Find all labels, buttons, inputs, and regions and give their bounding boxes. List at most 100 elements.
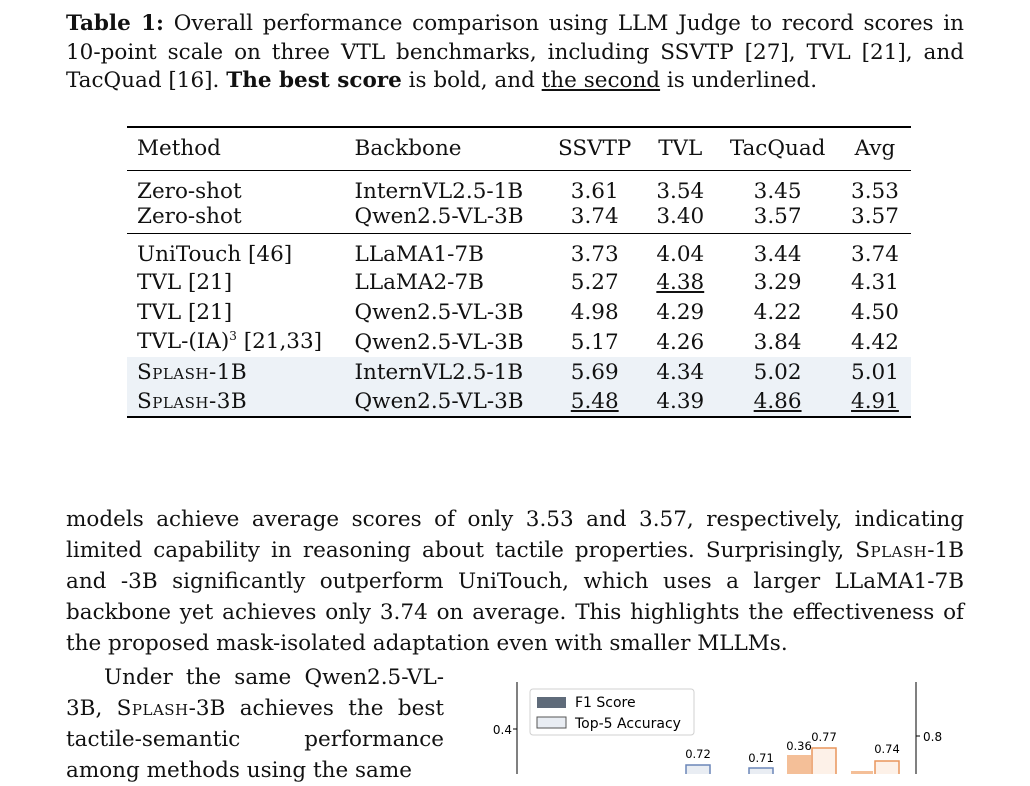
cell-backbone: LLaMA1-7B — [354, 242, 484, 267]
cell-tacquad: 4.22 — [753, 299, 802, 325]
table-row: UniTouch [46] LLaMA1-7B 3.73 4.04 3.44 3… — [127, 234, 911, 267]
bar-f1 — [851, 771, 873, 774]
cell-tvl: 4.29 — [656, 299, 705, 325]
cell-method: UniTouch [46] — [137, 242, 293, 267]
cell-ssvtp: 3.61 — [570, 178, 619, 204]
cell-avg-second: 4.91 — [838, 387, 911, 418]
cell-backbone: Qwen2.5-VL-3B — [354, 329, 524, 355]
cell-ssvtp: 3.73 — [570, 242, 619, 267]
legend-f1-label: F1 Score — [575, 695, 636, 711]
bar-value-label: 0.36 — [786, 739, 812, 753]
method-name: TVL-(IA) — [137, 329, 230, 355]
method-reference: [21,33] — [236, 329, 323, 355]
cell-backbone: Qwen2.5-VL-3B — [344, 203, 546, 234]
table-row: TVL [21] LLaMA2-7B 5.27 4.38 3.29 4.31 — [127, 267, 911, 297]
cell-tacquad-second: 4.86 — [716, 387, 839, 418]
caption-best-note: The best score — [226, 68, 402, 93]
cell-avg: 4.31 — [851, 269, 899, 295]
caption-second-note: the second — [541, 68, 661, 93]
cell-method: TVL [21] — [137, 269, 233, 295]
legend-top5-swatch — [536, 716, 567, 729]
left-tick-label: 0.4 — [493, 723, 512, 737]
table-row-highlighted: Splash-1B InternVL2.5-1B 5.69 4.34 5.02 … — [127, 357, 911, 387]
header-backbone: Backbone — [344, 126, 546, 171]
table-row-highlighted: Splash-3B Qwen2.5-VL-3B 5.48 4.39 4.86 4… — [127, 387, 911, 418]
header-ssvtp: SSVTP — [545, 126, 645, 171]
body-paragraph-1: models achieve average scores of only 3.… — [66, 504, 964, 659]
cell-method: Splash-1B — [137, 359, 248, 385]
cell-ssvtp-best: 5.69 — [570, 359, 619, 385]
cell-tvl: 3.40 — [644, 203, 717, 234]
cell-ssvtp: 5.17 — [570, 329, 619, 355]
paragraph-text: Under the same Qwen2.5-VL-3B, — [66, 665, 444, 721]
header-tacquad: TacQuad — [716, 126, 839, 171]
header-tvl: TVL — [644, 126, 717, 171]
cell-tacquad: 3.84 — [753, 329, 802, 355]
results-table: Method Backbone SSVTP TVL TacQuad Avg Ze… — [127, 126, 911, 418]
cell-tacquad: 3.57 — [716, 203, 839, 234]
cell-avg: 4.50 — [851, 299, 899, 325]
cell-backbone: LLaMA2-7B — [354, 269, 484, 295]
cell-backbone: InternVL2.5-1B — [354, 359, 524, 385]
cell-avg: 4.42 — [851, 329, 899, 355]
table-row: Zero-shot InternVL2.5-1B 3.61 3.54 3.45 … — [127, 170, 911, 204]
header-avg: Avg — [838, 126, 911, 171]
cell-tvl: 4.04 — [656, 242, 705, 267]
cell-tvl-second: 4.38 — [656, 269, 705, 295]
table-row: TVL [21] Qwen2.5-VL-3B 4.98 4.29 4.22 4.… — [127, 297, 911, 327]
method-superscript: 3 — [229, 329, 237, 344]
bar-value-label: 0.74 — [874, 742, 900, 756]
bar-top5 — [748, 767, 774, 774]
cell-backbone: InternVL2.5-1B — [354, 178, 524, 204]
cell-method: Zero-shot — [127, 203, 345, 234]
caption-label: Table 1: — [66, 11, 164, 36]
legend-top5-label: Top-5 Accuracy — [574, 716, 681, 732]
cell-ssvtp: 3.74 — [545, 203, 645, 234]
bar-top5 — [874, 760, 900, 774]
cell-tvl: 3.54 — [656, 178, 705, 204]
paragraph-text: -1B and -3B significantly outperform Uni… — [66, 538, 964, 656]
cell-tacquad: 3.44 — [753, 242, 802, 267]
bar-chart-figure: 0.4 0.8 F1 Score Top-5 Accuracy 0.72 0.7… — [486, 682, 966, 774]
caption-text-2: is bold, and — [401, 68, 542, 93]
cell-method: TVL [21] — [137, 299, 233, 325]
cell-tvl: 4.26 — [656, 329, 705, 355]
body-paragraph-2: Under the same Qwen2.5-VL-3B, Splash-3B … — [66, 662, 444, 786]
cell-method: TVL-(IA)3 [21,33] — [127, 327, 345, 357]
bar-top5 — [685, 764, 711, 774]
model-name: Splash — [116, 696, 189, 721]
cell-avg: 3.74 — [851, 242, 899, 267]
cell-ssvtp-second: 5.48 — [545, 387, 645, 418]
bar-f1 — [787, 755, 811, 774]
cell-tvl: 4.34 — [656, 359, 705, 385]
cell-ssvtp: 4.98 — [570, 299, 619, 325]
cell-ssvtp: 5.27 — [570, 269, 619, 295]
table-caption: Table 1: Overall performance comparison … — [66, 10, 964, 96]
bar-value-label: 0.71 — [748, 751, 774, 765]
legend-box — [529, 688, 695, 736]
cell-tacquad-best: 5.02 — [753, 359, 802, 385]
table-row: Zero-shot Qwen2.5-VL-3B 3.74 3.40 3.57 3… — [127, 203, 911, 234]
cell-backbone: Qwen2.5-VL-3B — [344, 387, 546, 418]
cell-tvl-best: 4.39 — [644, 387, 717, 418]
cell-backbone: Qwen2.5-VL-3B — [354, 299, 524, 325]
table-header-row: Method Backbone SSVTP TVL TacQuad Avg — [127, 126, 911, 171]
cell-avg: 3.53 — [851, 178, 899, 204]
table-row: TVL-(IA)3 [21,33] Qwen2.5-VL-3B 5.17 4.2… — [127, 327, 911, 357]
cell-tacquad: 3.29 — [753, 269, 802, 295]
cell-tacquad: 3.45 — [753, 178, 802, 204]
bar-top5 — [811, 747, 837, 774]
header-method: Method — [127, 126, 345, 171]
cell-avg: 3.57 — [838, 203, 911, 234]
right-tick-label: 0.8 — [923, 730, 942, 744]
bar-chart: 0.4 0.8 F1 Score Top-5 Accuracy 0.72 0.7… — [493, 682, 942, 774]
bar-value-label: 0.77 — [811, 730, 837, 744]
paragraph-text: models achieve average scores of only 3.… — [66, 507, 964, 563]
caption-text-1: Overall performance comparison using LLM… — [66, 11, 964, 93]
bar-value-label: 0.72 — [685, 747, 711, 761]
cell-avg-best: 5.01 — [851, 359, 899, 385]
caption-text-3: is underlined. — [660, 68, 818, 93]
cell-method: Splash-3B — [127, 387, 345, 418]
legend-f1-swatch — [537, 697, 566, 708]
model-name: Splash — [855, 538, 928, 563]
